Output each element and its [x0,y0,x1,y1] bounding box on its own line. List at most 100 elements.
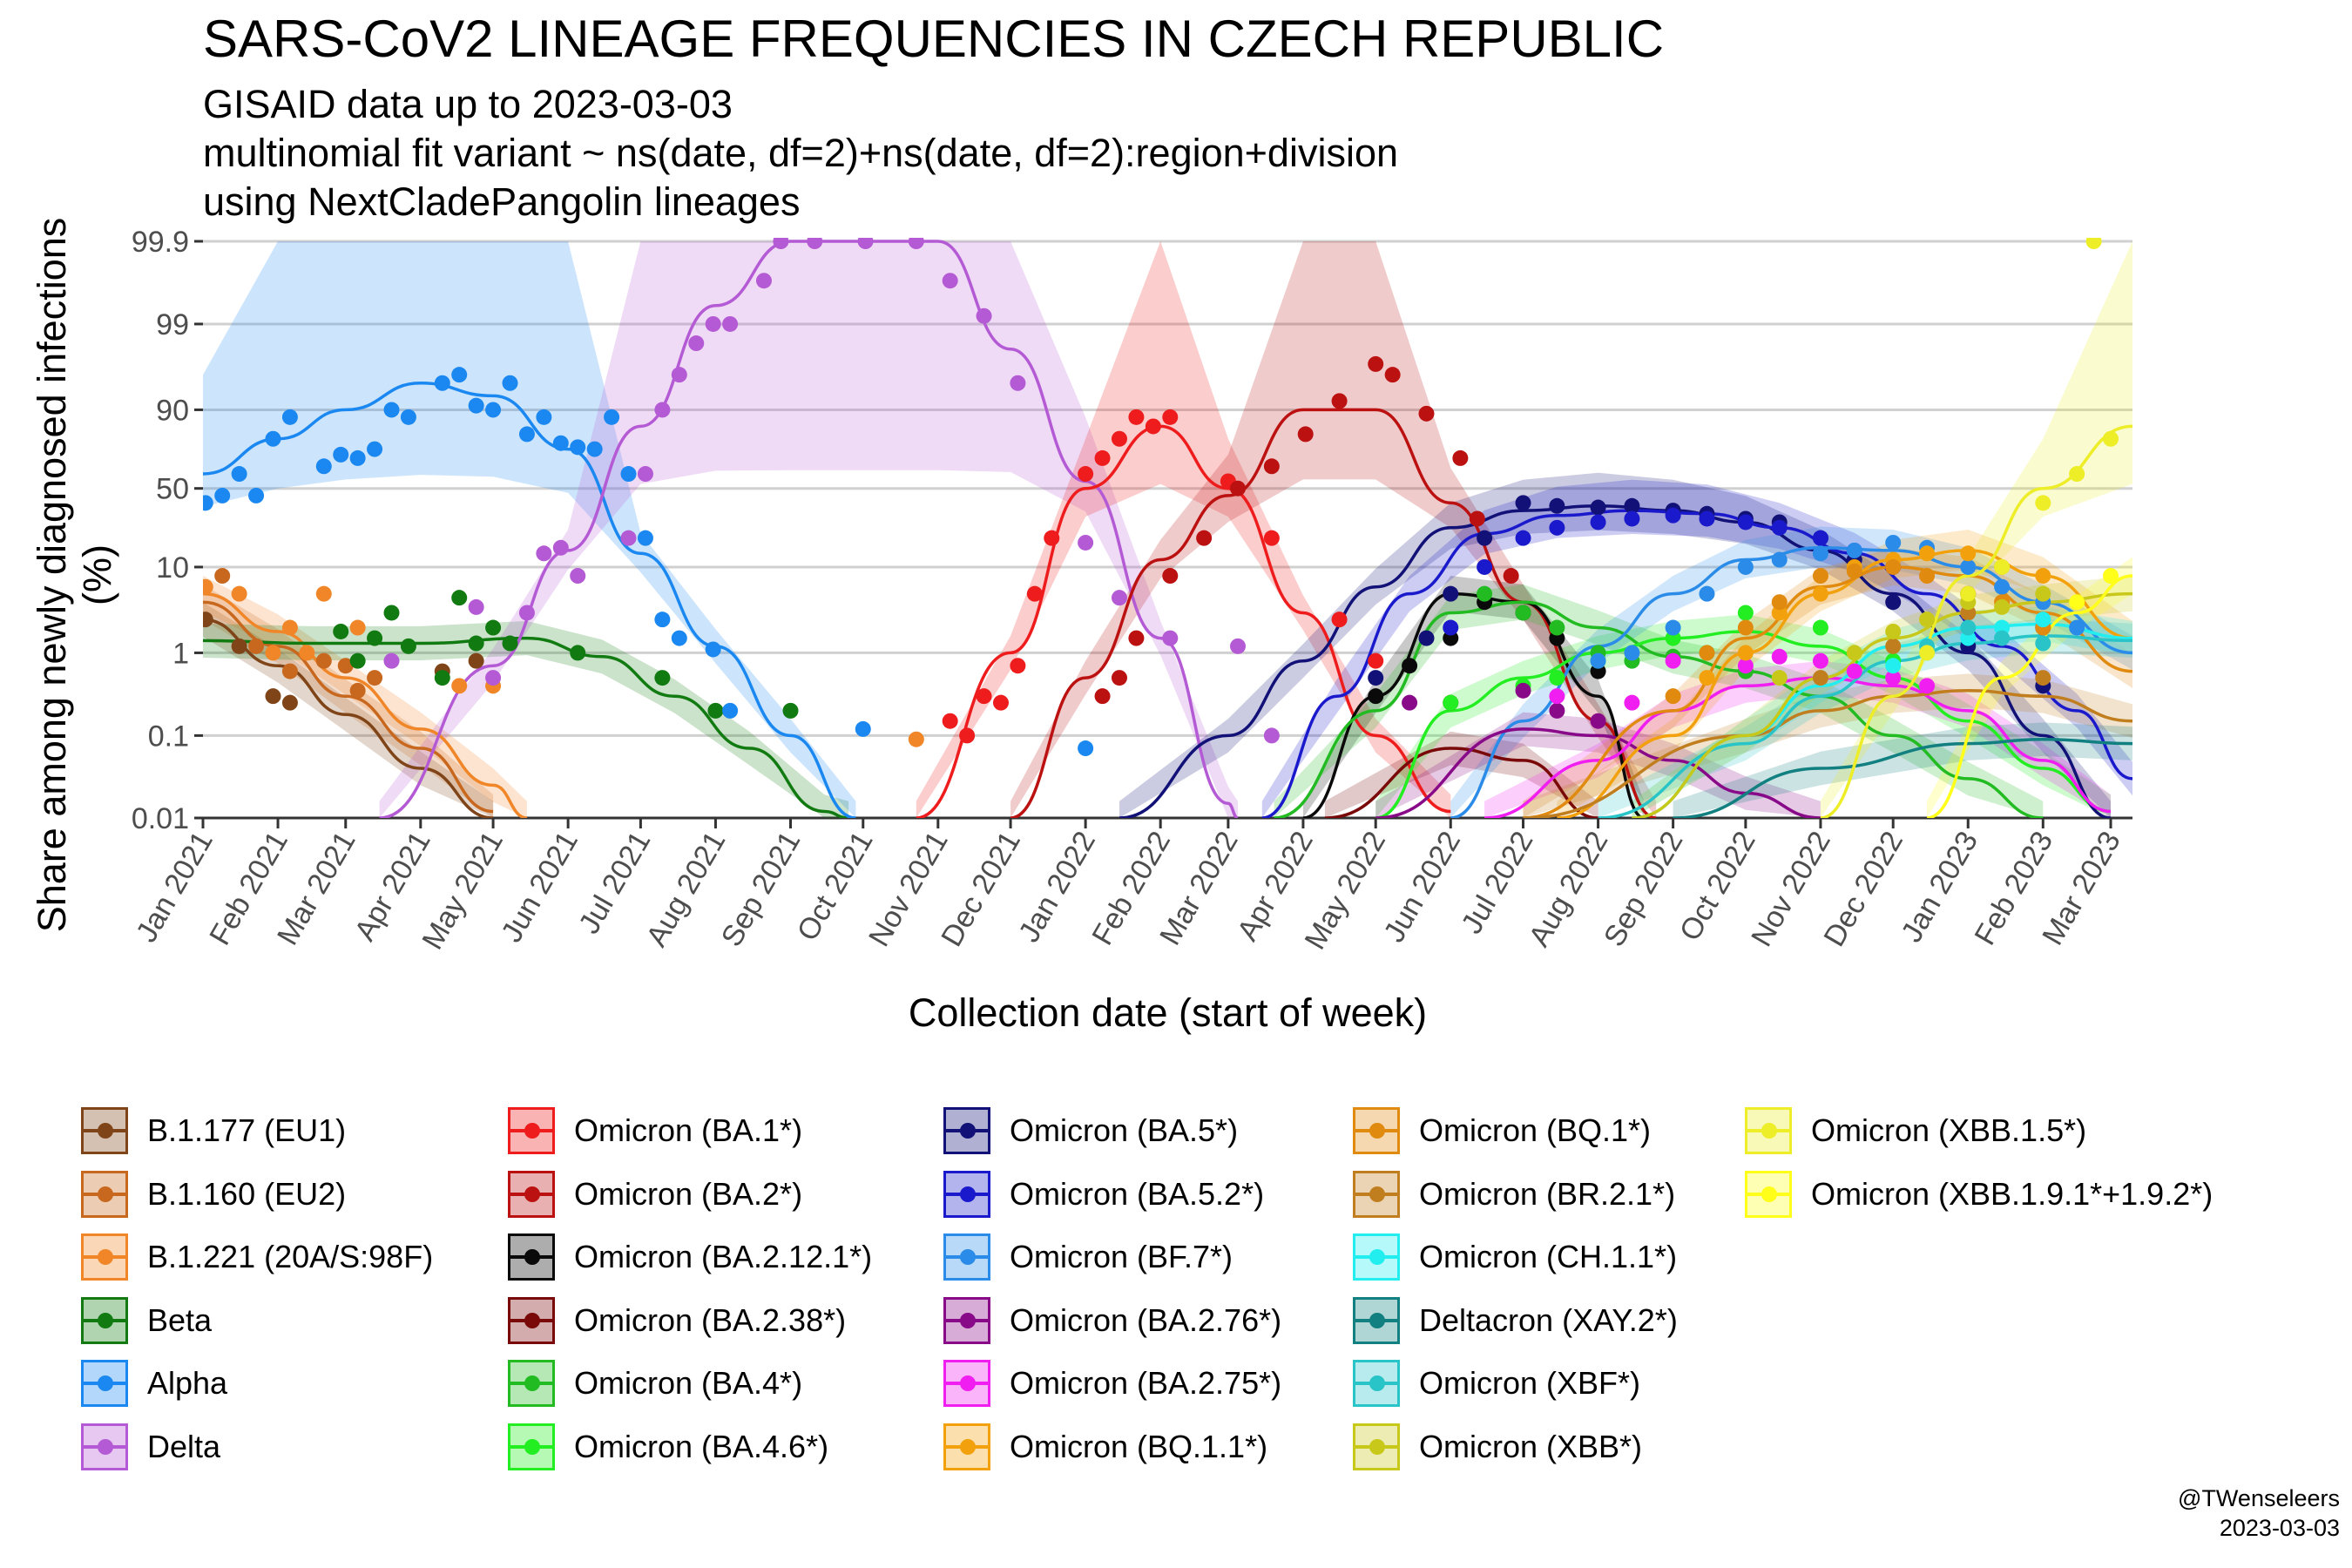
data-point-delta [908,238,924,249]
data-point-omicron-xbb-1-5- [1919,645,1936,661]
data-point-omicron-ba-5- [1418,630,1435,646]
data-point-delta [536,545,552,562]
data-point-omicron-ba-4- [1515,605,1531,621]
legend-key [943,1296,990,1344]
legend-key [508,1233,555,1281]
legend-key-dot [960,1186,976,1202]
y-tick-label: 10 [156,551,189,585]
data-point-delta [485,670,502,686]
band-alpha [203,241,856,818]
data-point-omicron-ba-5-2- [1590,514,1606,531]
data-point-delta [383,652,400,669]
legend-label: Omicron (BQ.1*) [1419,1112,1652,1148]
legend-key-dot [98,1439,113,1455]
data-point-delta [518,605,535,621]
data-point-omicron-ba-2- [1229,480,1246,497]
data-point-omicron-ba-5- [1443,585,1459,602]
data-point-omicron-ba-1- [1044,530,1060,546]
data-point-delta [468,598,484,615]
data-point-omicron-xbb-1-5- [1960,585,1977,602]
y-tick-label: 90 [156,394,189,427]
band-omicron-ba-2-38- [1324,731,1598,818]
data-point-omicron-xbb-1-9-1-1-9-2- [2103,568,2119,585]
legend-key [943,1170,990,1218]
data-point-alpha [349,449,366,466]
data-point-omicron-bq-1-1- [1812,585,1828,602]
data-point-alpha [248,487,265,504]
legend-label: Omicron (XBB.1.9.1*+1.9.2*) [1811,1175,2213,1212]
data-point-omicron-bq-1- [1771,594,1788,611]
data-point-alpha [333,446,349,463]
data-point-alpha [570,439,586,456]
data-point-alpha [231,466,247,483]
legend-label: Omicron (BA.1*) [574,1112,803,1148]
legend-key-dot [98,1249,113,1266]
legend-key [508,1296,555,1344]
data-point-omicron-xbb-1-5- [1994,558,2011,575]
data-point-b-1-221-20a-s-98f- [281,619,298,636]
data-point-omicron-ba-5-2- [1515,530,1531,546]
data-point-omicron-ba-1- [959,727,976,744]
data-point-beta [570,645,586,661]
fit-line-delta [379,240,1239,818]
data-point-omicron-ch-1-1- [1885,658,1902,674]
data-point-b-1-221-20a-s-98f- [299,645,315,661]
data-point-omicron-ba-2-76- [1402,694,1418,711]
data-point-omicron-ba-5-2- [1771,519,1788,536]
data-point-alpha [434,375,450,391]
data-point-delta [671,367,687,383]
legend-key [1353,1360,1400,1408]
data-point-omicron-bf-7- [2069,619,2085,636]
data-point-delta [654,402,671,418]
legend-key-dot [960,1439,976,1455]
data-point-delta [1263,727,1280,744]
legend-item: Omicron (BQ.1.1*) [943,1416,1267,1478]
legend-key-dot [1369,1312,1385,1328]
legend-key [508,1170,555,1218]
legend-key-dot [1369,1123,1385,1139]
data-point-omicron-bq-1- [1812,568,1828,585]
chart-subtitle-line-1: GISAID data up to 2023-03-03 [203,82,733,126]
data-point-alpha [367,441,383,457]
legend-label: B.1.221 (20A/S:98F) [147,1239,434,1275]
data-point-omicron-xbf- [1994,630,2011,646]
data-point-omicron-xbb-1-9-1-1-9-2- [2069,594,2085,611]
data-point-omicron-ba-4- [1477,585,1493,602]
data-point-b-1-160-eu2- [337,658,354,674]
data-point-omicron-ba-5- [1549,497,1565,514]
data-point-omicron-ba-1- [1094,449,1111,466]
data-point-omicron-bf-7- [1846,542,1862,558]
data-point-alpha [604,409,620,425]
data-point-omicron-bq-1- [1665,688,1681,705]
fit-line-beta [203,636,849,818]
data-point-b-1-221-20a-s-98f- [203,578,213,595]
legend-item: B.1.177 (EU1) [81,1099,346,1162]
data-point-omicron-ba-5- [1368,670,1384,686]
data-point-omicron-ba-2-75- [1846,663,1862,679]
data-point-omicron-xbb- [1885,623,1902,639]
data-point-delta [755,273,772,289]
data-point-omicron-ba-4-6- [1549,670,1565,686]
data-point-delta [1162,630,1179,646]
data-point-delta [570,568,586,585]
data-point-omicron-br-2-1- [1812,670,1828,686]
legend-key [1353,1170,1400,1218]
data-point-alpha [620,466,637,483]
data-point-omicron-bq-1-1- [1960,545,1977,562]
legend-label: Delta [147,1429,221,1464]
legend-item: Omicron (BA.5.2*) [943,1163,1264,1226]
fit-line-b-1-221-20a-s-98f- [203,591,528,818]
data-point-omicron-br-2-1- [1885,638,1902,654]
legend-key [81,1107,128,1154]
data-point-omicron-ba-5- [1624,497,1640,514]
data-point-omicron-ba-2- [1196,530,1213,546]
legend-item: B.1.221 (20A/S:98F) [81,1226,433,1288]
chart-title: SARS-CoV2 LINEAGE FREQUENCIES IN CZECH R… [203,10,1665,68]
legend-item: Omicron (BF.7*) [943,1226,1233,1288]
band-omicron-br-2-1- [1523,673,2132,818]
legend-label: Omicron (BA.5*) [1010,1112,1239,1148]
legend-key [81,1360,128,1408]
fit-line-omicron-ba-1- [916,424,1451,818]
legend-label: Omicron (CH.1.1*) [1419,1239,1678,1275]
legend-key-dot [524,1186,540,1202]
